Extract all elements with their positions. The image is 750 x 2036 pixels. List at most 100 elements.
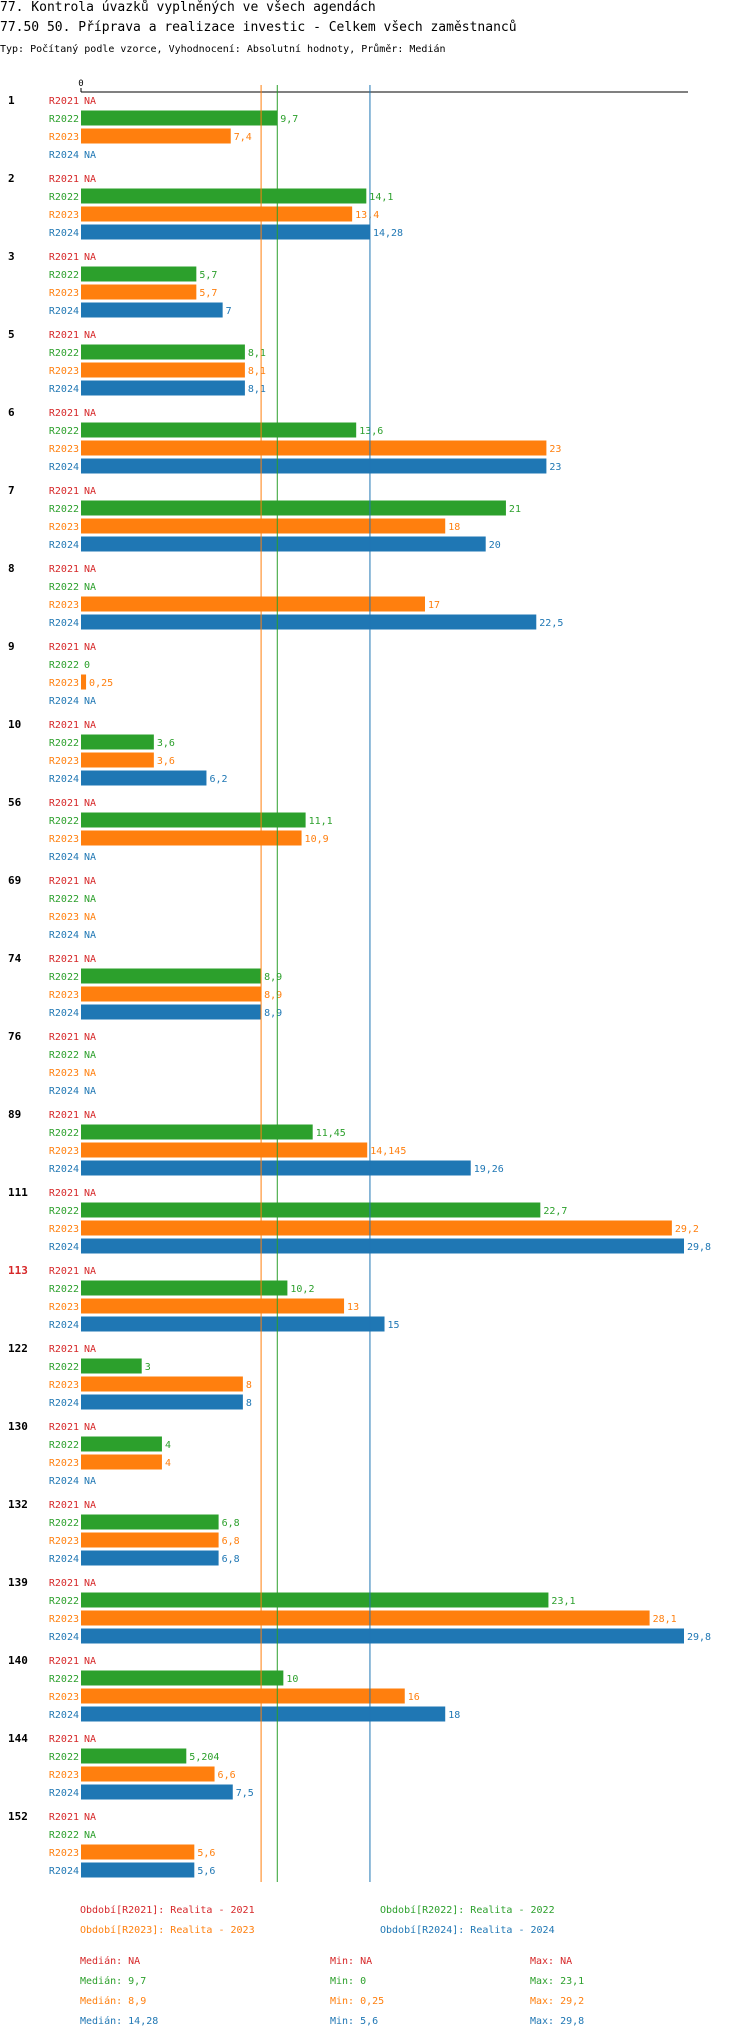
data-label: 0,25 <box>89 678 113 689</box>
series-label: R2024 <box>49 1320 79 1331</box>
bar <box>81 1532 219 1548</box>
series-label: R2022 <box>49 504 79 515</box>
series-label: R2021 <box>49 1110 79 1121</box>
chart-subtitle: 77.50 50. Příprava a realizace investic … <box>0 20 517 35</box>
stat-median: Medián: NA <box>80 1955 140 1967</box>
data-label: 8,9 <box>264 972 282 983</box>
data-label: 6,8 <box>222 1536 240 1547</box>
data-label: NA <box>84 1188 96 1199</box>
series-label: R2023 <box>49 1614 79 1625</box>
series-label: R2023 <box>49 756 79 767</box>
bar <box>81 1142 368 1158</box>
data-label: 5,6 <box>197 1848 215 1859</box>
series-label: R2022 <box>49 816 79 827</box>
data-label: NA <box>84 1830 96 1841</box>
series-label: R2024 <box>49 1476 79 1487</box>
group-label: 122 <box>8 1342 28 1355</box>
data-label: 8,1 <box>248 348 266 359</box>
data-label: 21 <box>509 504 521 515</box>
series-label: R2022 <box>49 972 79 983</box>
group-label: 132 <box>8 1498 28 1511</box>
data-label: 6,8 <box>222 1518 240 1529</box>
bar <box>81 1628 684 1644</box>
series-label: R2023 <box>49 600 79 611</box>
series-label: R2023 <box>49 834 79 845</box>
data-label: 14,1 <box>369 192 393 203</box>
series-label: R2023 <box>49 1770 79 1781</box>
bar <box>81 1454 162 1470</box>
series-label: R2021 <box>49 1422 79 1433</box>
data-label: 22,7 <box>543 1206 567 1217</box>
bar <box>81 1514 219 1530</box>
data-label: 10,9 <box>305 834 329 845</box>
series-label: R2023 <box>49 1302 79 1313</box>
data-label: NA <box>84 1734 96 1745</box>
data-label: NA <box>84 486 96 497</box>
series-label: R2022 <box>49 1362 79 1373</box>
data-label: NA <box>84 1578 96 1589</box>
data-label: NA <box>84 720 96 731</box>
stat-min: Min: NA <box>330 1956 372 1967</box>
stat-min: Min: 5,6 <box>330 2016 378 2027</box>
data-label: NA <box>84 1500 96 1511</box>
bar <box>81 1844 195 1860</box>
data-label: 5,6 <box>197 1866 215 1877</box>
data-label: NA <box>84 642 96 653</box>
series-label: R2023 <box>49 1224 79 1235</box>
series-label: R2024 <box>49 540 79 551</box>
bar <box>81 266 197 282</box>
series-label: R2021 <box>49 252 79 263</box>
series-label: R2023 <box>49 132 79 143</box>
data-label: NA <box>84 876 96 887</box>
bar <box>81 1124 313 1140</box>
data-label: NA <box>84 798 96 809</box>
data-label: 22,5 <box>539 618 563 629</box>
stat-max: Max: NA <box>530 1956 572 1967</box>
data-label: NA <box>84 408 96 419</box>
data-label: 20 <box>489 540 501 551</box>
bar <box>81 1298 345 1314</box>
data-label: 13,6 <box>359 426 383 437</box>
data-label: 17 <box>428 600 440 611</box>
stat-min: Min: 0 <box>330 1976 366 1987</box>
group-label: 2 <box>8 172 15 185</box>
data-label: 29,8 <box>687 1242 711 1253</box>
series-label: R2023 <box>49 1536 79 1547</box>
series-label: R2024 <box>49 774 79 785</box>
series-label: R2024 <box>49 1242 79 1253</box>
stat-median: Medián: 9,7 <box>80 1975 146 1987</box>
series-label: R2021 <box>49 954 79 965</box>
group-label: 140 <box>8 1654 28 1667</box>
series-label: R2021 <box>49 1812 79 1823</box>
series-label: R2023 <box>49 522 79 533</box>
series-label: R2024 <box>49 1632 79 1643</box>
data-label: NA <box>84 252 96 263</box>
stat-max: Max: 29,2 <box>530 1996 584 2007</box>
data-label: 6,2 <box>209 774 227 785</box>
series-label: R2022 <box>49 1518 79 1529</box>
bar <box>81 224 370 240</box>
bar <box>81 1004 262 1020</box>
data-label: 8 <box>246 1380 252 1391</box>
chart-info: Typ: Počítaný podle vzorce, Vyhodnocení:… <box>0 44 446 55</box>
series-label: R2022 <box>49 1752 79 1763</box>
bar <box>81 1202 541 1218</box>
group-label: 113 <box>8 1264 28 1277</box>
data-label: 15 <box>388 1320 400 1331</box>
data-label: 29,8 <box>687 1632 711 1643</box>
series-label: R2021 <box>49 1656 79 1667</box>
x-axis-tick-label: 0 <box>78 79 83 89</box>
data-label: NA <box>84 1422 96 1433</box>
bar <box>81 1436 162 1452</box>
data-label: 6,6 <box>218 1770 236 1781</box>
bar <box>81 206 353 222</box>
data-label: NA <box>84 330 96 341</box>
data-label: 5,7 <box>199 270 217 281</box>
series-label: R2022 <box>49 426 79 437</box>
bar <box>81 734 154 750</box>
series-label: R2024 <box>49 1086 79 1097</box>
series-label: R2021 <box>49 1188 79 1199</box>
bar <box>81 302 223 318</box>
data-label: 0 <box>84 660 90 671</box>
bar <box>81 596 425 612</box>
